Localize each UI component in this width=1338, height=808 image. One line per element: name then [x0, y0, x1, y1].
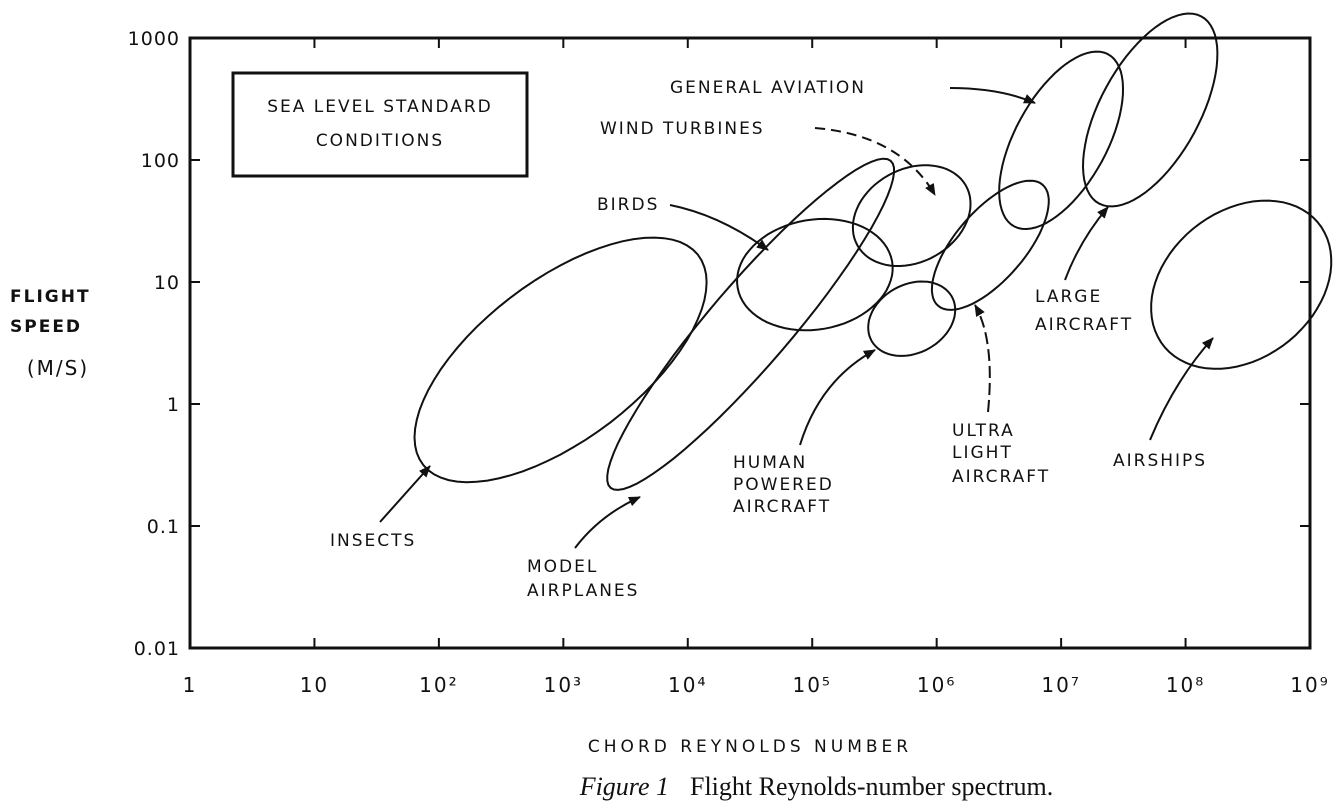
region-label: BIRDS — [597, 195, 659, 215]
region-ellipse — [1081, 12, 1219, 208]
region-ellipse — [736, 217, 894, 332]
arrow — [949, 87, 1036, 104]
region-label: POWERED — [733, 475, 834, 495]
region-label: GENERAL AVIATION — [670, 78, 866, 98]
x-tick-label: 10⁸ — [1166, 673, 1205, 697]
region-ellipse — [1150, 199, 1333, 370]
y-axis-label: FLIGHT — [10, 287, 91, 307]
region-label: HUMAN — [733, 453, 807, 473]
y-axis-unit: (M/S) — [27, 356, 89, 380]
region-label: WIND TURBINES — [600, 119, 765, 139]
y-tick-label: 1 — [167, 394, 180, 416]
arrow — [379, 465, 431, 523]
region-label: AIRCRAFT — [952, 467, 1050, 487]
caption-text: Flight Reynolds-number spectrum. — [690, 772, 1053, 801]
region-ellipse — [930, 179, 1050, 311]
region-ellipse — [851, 164, 972, 267]
caption-figure: Figure 1 — [579, 772, 669, 801]
x-tick-label: 10 — [300, 673, 329, 697]
plot-frame — [188, 36, 1312, 650]
region-label: INSECTS — [330, 531, 416, 551]
x-tick-label: 10⁶ — [917, 673, 956, 697]
x-tick-label: 10⁹ — [1290, 673, 1329, 697]
y-axis-label: SPEED — [10, 317, 82, 337]
note-line: SEA LEVEL STANDARD — [267, 97, 493, 117]
y-tick-label: 0.1 — [147, 516, 180, 538]
y-tick-label: 0.01 — [134, 638, 180, 660]
arrow — [574, 496, 641, 549]
note-line: CONDITIONS — [316, 131, 444, 151]
x-tick-label: 10² — [419, 673, 458, 697]
arrow — [814, 127, 936, 196]
region-label: AIRSHIPS — [1113, 451, 1207, 471]
region-ellipse — [413, 236, 708, 484]
x-tick-label: 10³ — [544, 673, 583, 697]
x-axis-label: CHORD REYNOLDS NUMBER — [588, 737, 912, 757]
x-tick-label: 10⁷ — [1041, 673, 1080, 697]
region-label: ULTRA — [952, 421, 1015, 441]
arrow — [974, 304, 991, 413]
arrow — [1064, 206, 1109, 281]
y-tick-label: 100 — [141, 150, 180, 172]
y-tick-label: 1000 — [128, 28, 180, 50]
region-label: MODEL — [527, 557, 598, 577]
region-label: AIRCRAFT — [1035, 315, 1133, 335]
region-ellipse — [606, 157, 895, 491]
x-tick-label: 1 — [183, 673, 198, 697]
region-label: LIGHT — [952, 443, 1013, 463]
region-label: AIRPLANES — [527, 581, 639, 601]
arrow — [799, 349, 876, 446]
y-tick-label: 10 — [154, 272, 180, 294]
note-box — [231, 71, 529, 178]
region-label: LARGE — [1035, 287, 1102, 307]
region-label: AIRCRAFT — [733, 497, 831, 517]
x-tick-label: 10⁵ — [792, 673, 831, 697]
arrow — [1149, 337, 1214, 441]
region-ellipse — [998, 50, 1125, 231]
region-ellipse — [867, 280, 957, 357]
x-tick-label: 10⁴ — [668, 673, 707, 697]
